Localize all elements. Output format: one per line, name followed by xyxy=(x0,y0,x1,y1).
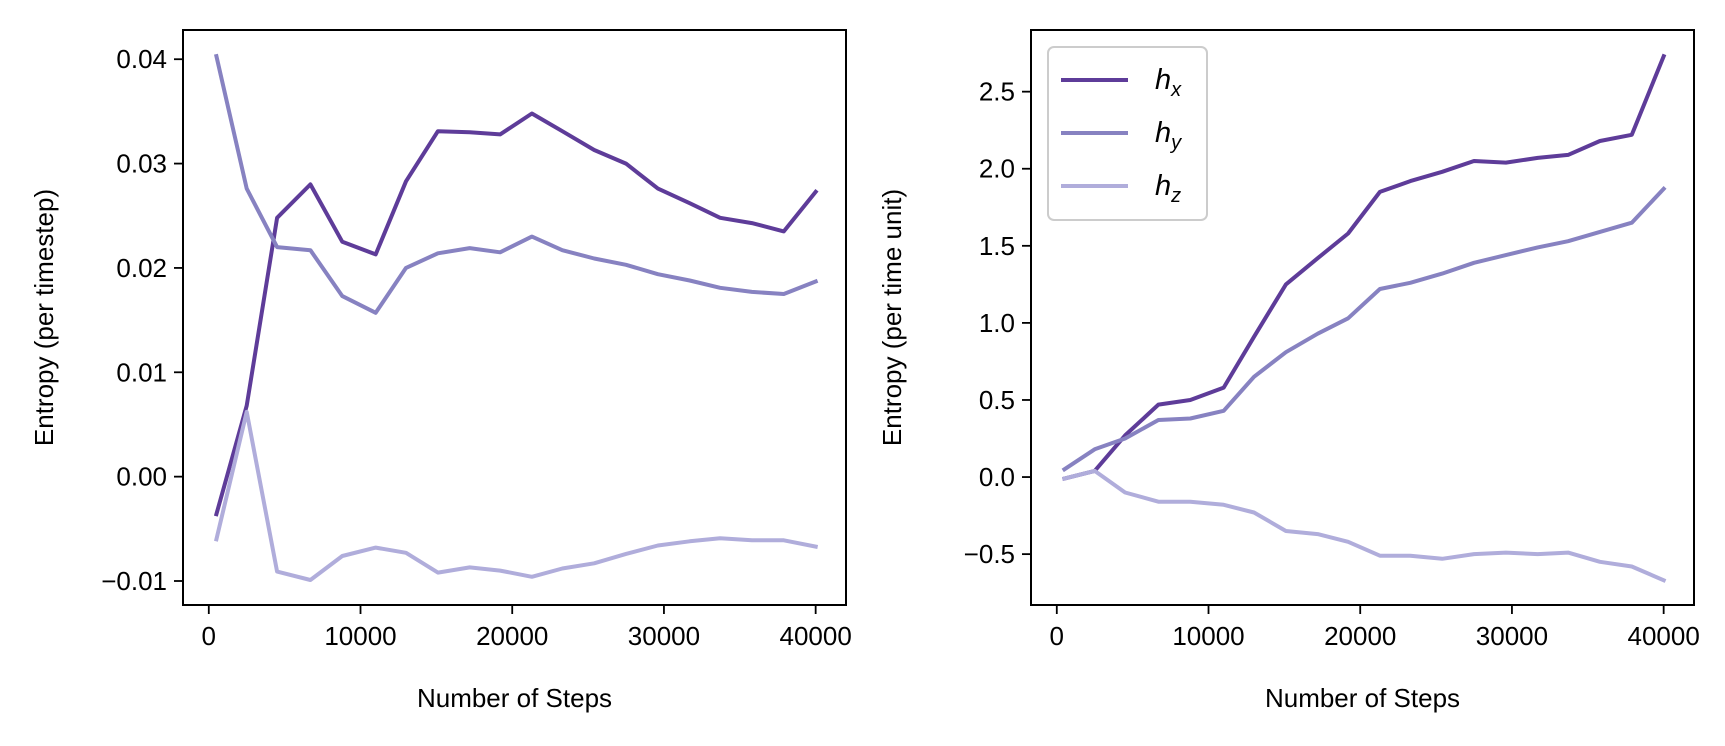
y-tick-label: −0.5 xyxy=(964,539,1015,569)
y-tick-label: 1.5 xyxy=(979,231,1015,261)
y-tick-label: 0.00 xyxy=(116,462,167,492)
y-tick-label: 2.0 xyxy=(979,154,1015,184)
x-tick-label: 10000 xyxy=(1172,621,1244,651)
y-tick-label: 0.04 xyxy=(116,44,167,74)
x-axis-label: Number of Steps xyxy=(417,683,612,713)
x-tick-label: 0 xyxy=(202,621,216,651)
series-group xyxy=(213,53,819,582)
x-axis-label: Number of Steps xyxy=(1265,683,1460,713)
series-line-hy xyxy=(1061,185,1667,473)
x-tick-label: 20000 xyxy=(476,621,548,651)
axes-frame xyxy=(1030,29,1695,606)
series-line-hx xyxy=(213,111,819,517)
y-tick-label: 0.03 xyxy=(116,149,167,179)
series-line-hz xyxy=(213,409,819,582)
y-axis-label: Entropy (per timestep) xyxy=(29,189,59,446)
axes-frame xyxy=(182,29,847,606)
x-tick-label: 0 xyxy=(1050,621,1064,651)
y-tick-label: 0.0 xyxy=(979,462,1015,492)
legend-item-hy: hy xyxy=(1061,117,1182,154)
x-tick-label: 10000 xyxy=(324,621,396,651)
series-line-hy xyxy=(214,53,819,315)
y-axis-label: Entropy (per time unit) xyxy=(877,189,907,446)
series-line-hx xyxy=(1061,53,1667,482)
y-tick-label: 2.5 xyxy=(979,77,1015,107)
y-tick-label: 0.02 xyxy=(116,253,167,283)
y-tick-label: −0.01 xyxy=(101,566,167,596)
chart-panel-2: 0 10000 20000 30000 40000 −0.5 0.0 0.5 1.0 1.5 2.0… xyxy=(877,29,1700,713)
x-tick-label: 40000 xyxy=(1628,621,1700,651)
x-tick-label: 30000 xyxy=(628,621,700,651)
y-tick-label: 0.01 xyxy=(116,357,167,387)
series-group xyxy=(1061,53,1667,583)
x-tick-label: 30000 xyxy=(1476,621,1548,651)
chart-panel-1: 0 10000 20000 30000 40000 −0.01 0.00 0.01 0.02 0.… xyxy=(29,29,852,713)
y-tick-label: 1.0 xyxy=(979,308,1015,338)
y-tick-label: 0.5 xyxy=(979,385,1015,415)
series-line-hz xyxy=(1061,468,1667,583)
x-tick-label: 20000 xyxy=(1324,621,1396,651)
x-tick-label: 40000 xyxy=(780,621,852,651)
